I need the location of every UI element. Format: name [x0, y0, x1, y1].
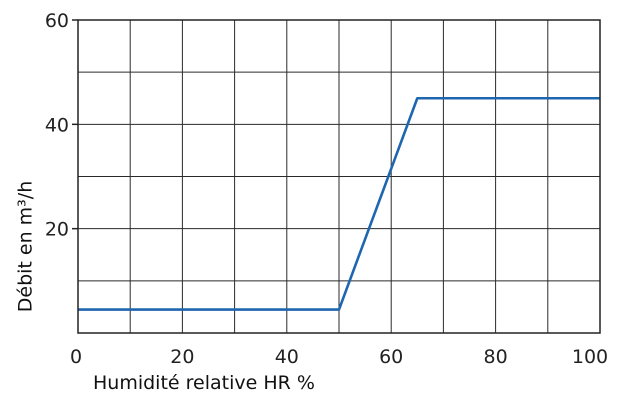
x-tick-label: 40: [275, 346, 299, 368]
y-axis-ticks: 20 40 60: [45, 10, 78, 241]
x-axis-title: Humidité relative HR %: [93, 372, 315, 393]
x-tick-label: 100: [572, 346, 608, 368]
y-axis-title: Débit en m³/h: [15, 181, 37, 313]
y-tick-label: 60: [45, 10, 69, 32]
plot-series: [78, 96, 600, 311]
series-line-1: [78, 96, 600, 311]
grid: [78, 20, 600, 333]
y-tick-label: 20: [45, 219, 69, 241]
plot-frame: [77, 19, 601, 334]
x-tick-label: 20: [170, 346, 194, 368]
x-tick-label: 60: [379, 346, 403, 368]
x-axis-ticks: 0 20 40 60 80 100: [70, 346, 608, 368]
y-tick-label: 40: [45, 114, 69, 136]
x-tick-label: 80: [484, 346, 508, 368]
x-tick-label: 0: [70, 346, 82, 368]
